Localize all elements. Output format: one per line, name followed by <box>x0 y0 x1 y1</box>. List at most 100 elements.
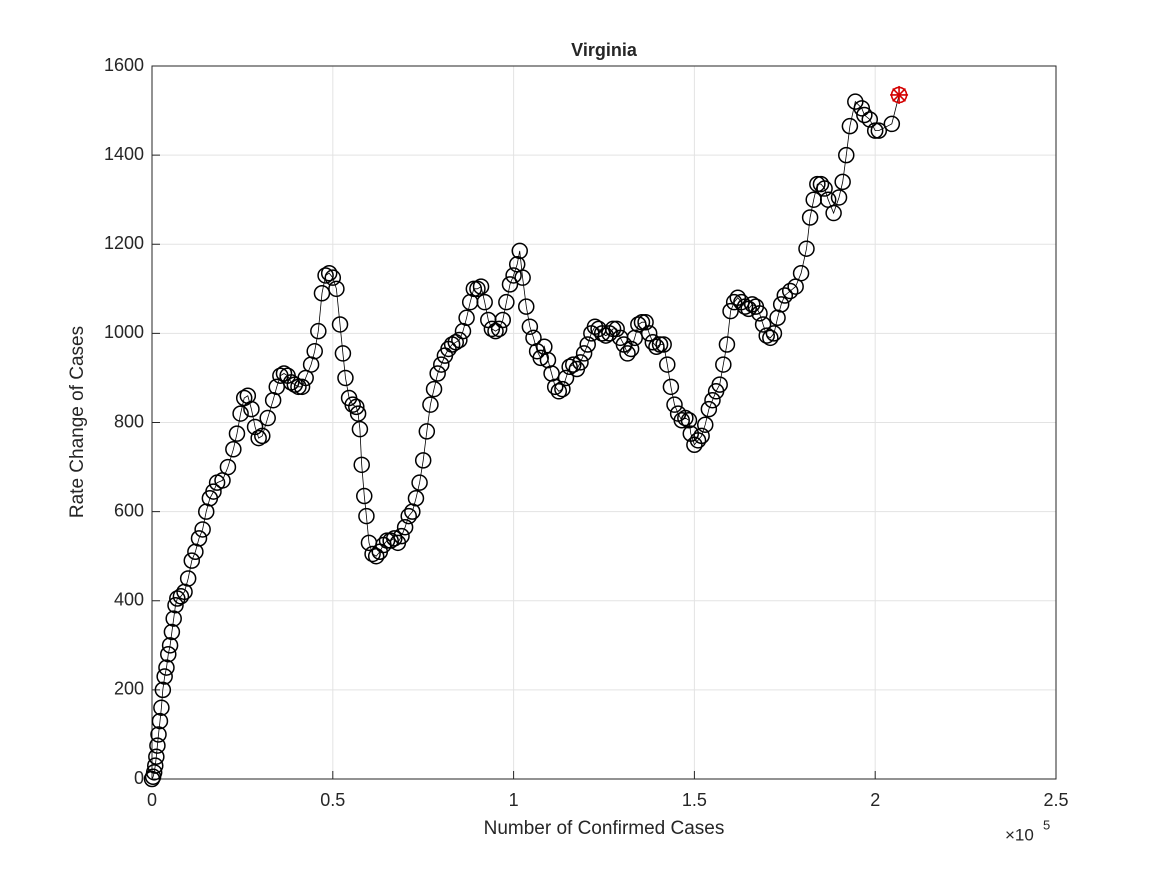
marker <box>883 115 901 133</box>
marker <box>451 331 468 349</box>
marker <box>762 329 779 347</box>
marker <box>505 267 522 284</box>
marker <box>483 320 501 338</box>
marker <box>364 545 381 563</box>
marker <box>841 117 859 135</box>
marker <box>511 242 528 260</box>
marker <box>521 318 539 335</box>
marker <box>816 180 833 197</box>
marker <box>396 518 414 536</box>
marker <box>718 336 736 353</box>
marker <box>472 278 490 295</box>
marker <box>608 320 625 338</box>
x-tick-label: 0.5 <box>320 790 345 810</box>
marker <box>514 269 531 286</box>
plot-frame <box>151 65 1057 780</box>
marker <box>593 325 611 342</box>
marker <box>765 325 783 342</box>
marker <box>680 412 698 429</box>
marker <box>490 320 508 338</box>
marker <box>689 432 707 449</box>
marker <box>825 204 842 222</box>
marker <box>637 313 654 331</box>
marker <box>557 369 575 387</box>
marker <box>554 380 571 398</box>
marker <box>259 409 276 427</box>
marker <box>870 122 888 139</box>
y-tick-label: 800 <box>114 411 144 431</box>
marker <box>518 298 535 315</box>
marker <box>165 610 182 627</box>
marker <box>662 378 680 396</box>
y-tick-label: 1200 <box>104 233 144 253</box>
marker <box>476 293 493 311</box>
marker <box>776 287 794 304</box>
marker <box>812 175 830 193</box>
y-tick-label: 600 <box>114 500 144 520</box>
marker <box>666 396 683 413</box>
marker <box>158 659 175 676</box>
marker <box>317 267 334 284</box>
marker <box>183 552 201 569</box>
marker <box>313 285 331 302</box>
marker <box>151 712 169 730</box>
marker <box>243 400 260 418</box>
marker <box>736 298 754 315</box>
marker <box>156 668 173 685</box>
marker <box>358 507 375 525</box>
marker <box>310 322 327 340</box>
marker <box>145 764 163 781</box>
marker <box>792 264 810 282</box>
marker <box>219 458 237 476</box>
y-tick-label: 1400 <box>104 144 144 164</box>
x-tick-label: 2.5 <box>1043 790 1068 810</box>
marker <box>331 316 349 333</box>
marker-star-ray <box>892 88 906 102</box>
marker <box>465 280 483 298</box>
marker <box>167 596 184 614</box>
marker <box>754 316 772 333</box>
marker <box>630 316 647 333</box>
marker <box>324 269 342 286</box>
x-tick-label: 0 <box>147 790 157 810</box>
marker <box>715 356 732 373</box>
y-tick-label: 200 <box>114 679 144 699</box>
marker <box>328 280 345 298</box>
marker <box>711 376 728 393</box>
marker <box>458 309 475 327</box>
y-tick-label: 400 <box>114 590 144 610</box>
marker <box>353 456 370 474</box>
marker <box>856 106 873 124</box>
marker <box>232 405 249 422</box>
marker <box>163 623 181 641</box>
marker <box>501 276 519 293</box>
marker <box>414 452 432 469</box>
marker <box>700 400 718 418</box>
marker <box>190 530 208 547</box>
marker <box>179 570 197 587</box>
marker <box>351 420 369 438</box>
marker <box>268 378 286 396</box>
marker <box>150 726 167 743</box>
marker <box>418 423 436 440</box>
marker <box>619 345 636 362</box>
last-point-marker <box>890 85 909 104</box>
marker <box>751 305 768 322</box>
marker <box>153 699 170 716</box>
marker <box>400 507 417 525</box>
marker <box>494 311 512 329</box>
marker <box>861 111 879 128</box>
marker <box>659 356 676 373</box>
marker <box>320 264 338 282</box>
marker <box>740 300 757 318</box>
y-tick-label: 1600 <box>104 55 144 75</box>
marker <box>382 532 399 549</box>
marker <box>565 356 582 373</box>
marker <box>425 380 443 398</box>
marker <box>622 340 640 358</box>
marker <box>250 429 267 447</box>
marker <box>572 354 589 371</box>
marker <box>644 334 662 351</box>
marker <box>550 383 568 400</box>
